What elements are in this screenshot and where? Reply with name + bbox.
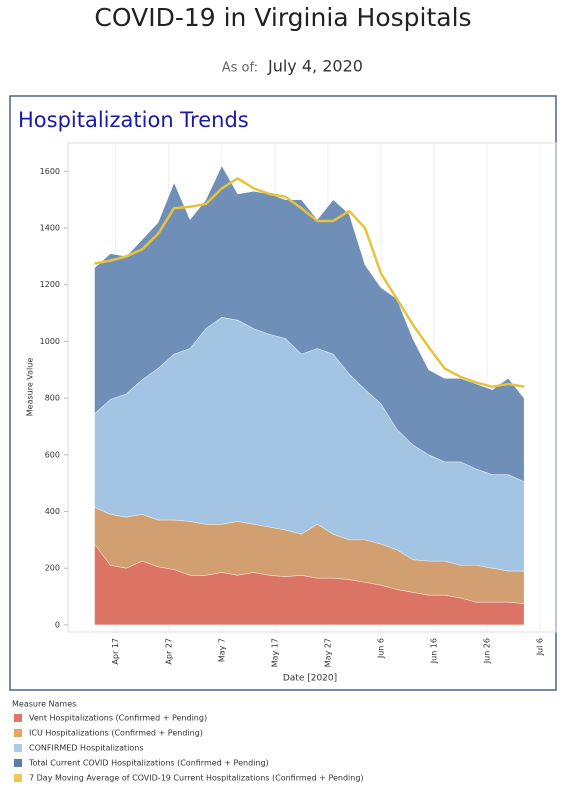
y-axis-title: Measure Value — [26, 358, 35, 417]
legend-swatch — [14, 714, 22, 722]
x-tick-label: May 7 — [217, 638, 226, 662]
as-of-label: As of: — [222, 61, 258, 76]
legend-label: Total Current COVID Hospitalizations (Co… — [28, 759, 269, 768]
y-tick-label: 1400 — [40, 224, 60, 233]
y-tick-label: 0 — [55, 620, 60, 629]
x-tick-label: Apr 27 — [164, 638, 173, 665]
x-axis-title: Date [2020] — [283, 674, 337, 684]
line — [94, 177, 525, 389]
plot-area — [67, 142, 557, 633]
legend-swatch — [14, 759, 22, 767]
chart-title: Hospitalization Trends — [18, 108, 249, 132]
page-title: COVID-19 in Virginia Hospitals — [94, 3, 471, 32]
legend-swatch — [14, 774, 22, 782]
y-tick-label: 400 — [45, 507, 60, 516]
x-tick-label: May 17 — [270, 638, 279, 667]
area — [94, 543, 525, 626]
y-tick-label: 200 — [45, 564, 60, 573]
legend: Vent Hospitalizations (Confirmed + Pendi… — [14, 714, 364, 783]
y-tick-label: 800 — [45, 394, 60, 403]
legend-swatch — [14, 729, 22, 737]
x-tick-label: May 27 — [323, 638, 332, 667]
legend-title: Measure Names — [12, 700, 76, 709]
legend-label: Vent Hospitalizations (Confirmed + Pendi… — [29, 714, 207, 723]
x-tick-label: Jun 16 — [430, 638, 439, 664]
y-tick-label: 600 — [45, 450, 60, 459]
legend-label: ICU Hospitalizations (Confirmed + Pendin… — [29, 729, 203, 738]
x-tick-label: Jul 6 — [536, 638, 545, 656]
y-tick-label: 1600 — [40, 167, 60, 176]
plot — [64, 143, 541, 632]
y-tick-label: 1200 — [40, 280, 60, 289]
legend-swatch — [14, 744, 22, 752]
y-tick-label: 1000 — [40, 337, 60, 346]
legend-label: CONFIRMED Hospitalizations — [29, 744, 144, 753]
legend-label: 7 Day Moving Average of COVID-19 Current… — [29, 774, 364, 783]
x-tick-label: Jun 26 — [483, 638, 492, 664]
as-of-date: July 4, 2020 — [267, 57, 363, 76]
x-tick-label: Jun 6 — [376, 638, 385, 659]
x-tick-label: Apr 17 — [111, 638, 120, 665]
